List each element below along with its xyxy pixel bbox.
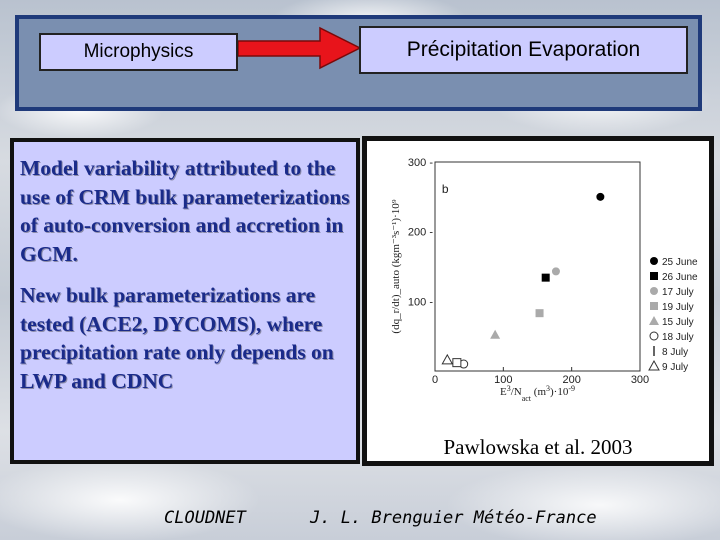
description-panel: Model variability attributed to the use …	[10, 138, 360, 464]
y-tick-label: 100 -	[408, 296, 433, 308]
legend-marker	[649, 316, 659, 325]
legend-entry: 18 July	[662, 332, 694, 343]
data-point	[452, 358, 462, 368]
panel-label: b	[442, 182, 449, 196]
microphysics-label: Microphysics	[83, 41, 194, 62]
x-axis-label: E3/Nact (m3)·10-9	[500, 384, 575, 403]
precipitation-evaporation-box: Précipitation Evaporation	[359, 26, 688, 74]
footer-project: CLOUDNET	[164, 508, 246, 528]
x-tick-label: 200	[562, 374, 580, 386]
legend-marker	[648, 359, 660, 371]
legend-entry: 15 July	[662, 317, 694, 328]
y-tick-label: 300 -	[408, 157, 433, 169]
right-arrow-icon	[238, 26, 362, 70]
legend-entry: 25 June	[662, 257, 698, 268]
legend-marker	[650, 302, 658, 310]
data-point	[541, 273, 550, 282]
y-axis-label: (dq_r/dt)_auto (kgm⁻³s⁻¹)·10⁹	[390, 199, 402, 333]
paragraph-new-parameterizations: New bulk parameterizations are tested (A…	[20, 283, 334, 393]
data-point	[551, 267, 560, 276]
data-point	[441, 353, 454, 365]
title-banner: Microphysics Précipitation Evaporation	[15, 15, 702, 111]
scatter-chart: 0 100 200 300 100 - 200 - 300 - b E3/Nact (m3)·1…	[390, 157, 698, 403]
legend-entry: 17 July	[662, 287, 694, 298]
footer-author: J. L. Brenguier Météo-France	[310, 508, 597, 528]
figure-panel: 0 100 200 300 100 - 200 - 300 - b E3/Nact (m3)·1…	[362, 136, 714, 466]
legend-marker	[649, 331, 659, 341]
data-point	[490, 329, 501, 339]
legend-marker	[650, 287, 658, 295]
microphysics-box: Microphysics	[39, 33, 238, 71]
paragraph-model-variability: Model variability attributed to the use …	[20, 156, 350, 266]
plot-frame	[434, 161, 641, 372]
y-tick-label: 200 -	[408, 227, 433, 239]
data-point	[535, 309, 544, 318]
legend-entry: 8 July	[662, 347, 688, 358]
x-tick-label: 100	[494, 374, 512, 386]
legend-entry: 19 July	[662, 302, 694, 313]
legend-entry: 26 June	[662, 272, 698, 283]
x-tick-label: 0	[432, 374, 438, 386]
legend-marker	[650, 272, 658, 280]
legend-entry: 9 July	[662, 362, 688, 373]
data-point	[596, 192, 605, 201]
legend-marker	[650, 257, 658, 265]
x-tick-label: 300	[631, 374, 649, 386]
figure-caption: Pawlowska et al. 2003	[443, 435, 633, 459]
precipitation-evaporation-label: Précipitation Evaporation	[406, 38, 641, 61]
